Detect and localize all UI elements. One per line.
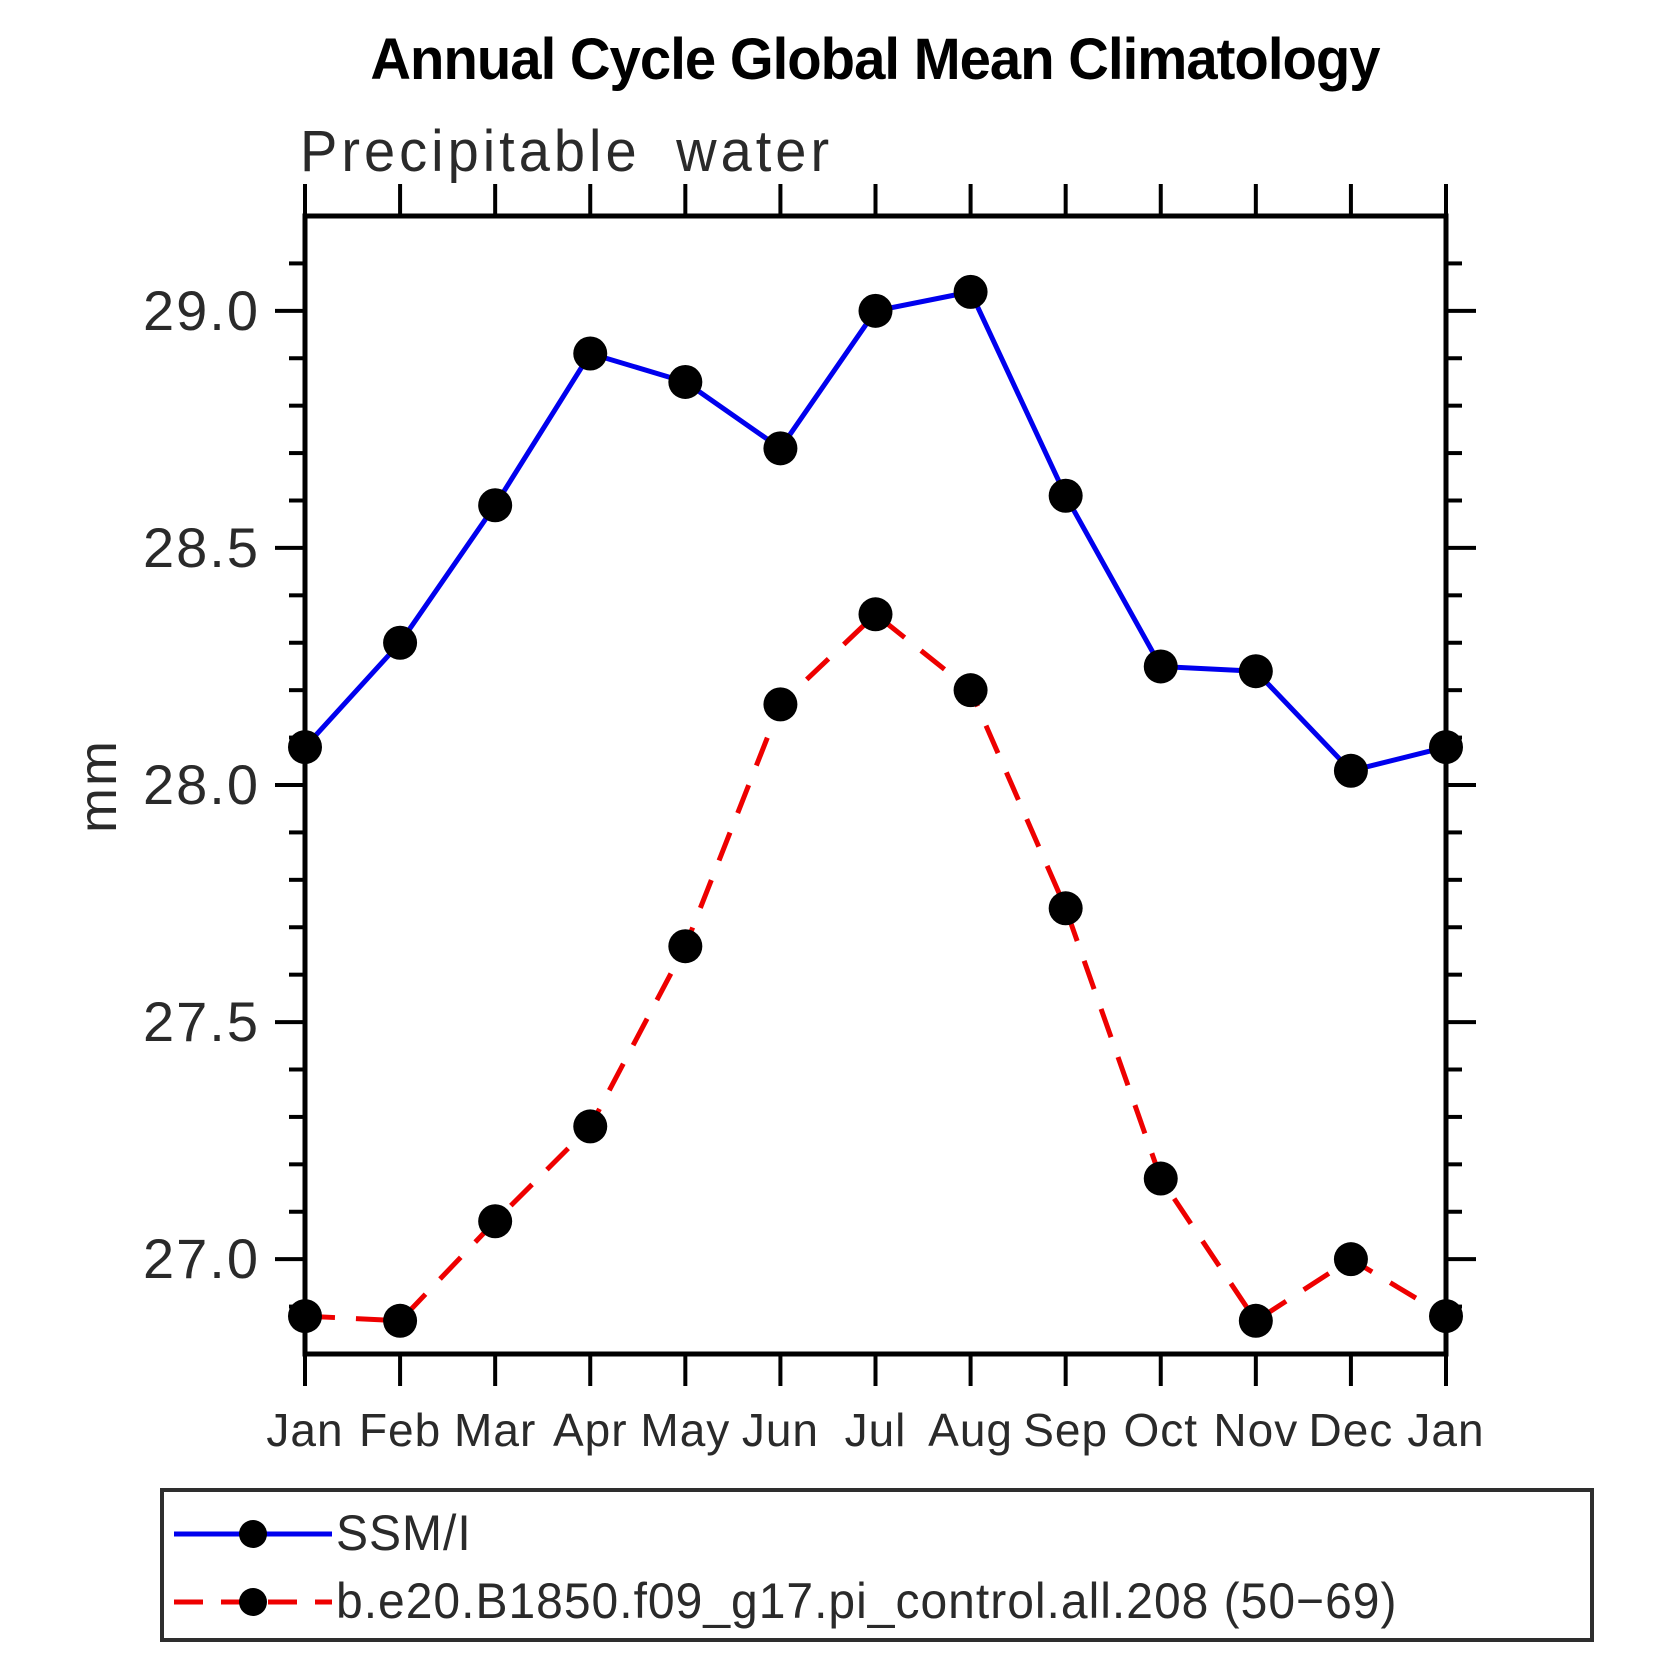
series-marker-model-nov	[1238, 1303, 1273, 1338]
series-marker-model-jan	[1429, 1299, 1463, 1334]
series-marker-model-apr	[573, 1109, 608, 1144]
legend-label-ssmi: SSM/I	[336, 1505, 472, 1562]
series-marker-ssmi-nov	[1238, 654, 1273, 689]
series-marker-ssmi-feb	[383, 625, 418, 660]
x-tick-label-jul-6: Jul	[845, 1404, 907, 1456]
series-marker-ssmi-dec	[1333, 753, 1368, 788]
legend-label-model: b.e20.B1850.f09_g17.pi_control.all.208 (…	[336, 1573, 1398, 1630]
series-marker-model-oct	[1143, 1161, 1178, 1196]
series-marker-ssmi-jan	[288, 730, 322, 765]
series-marker-ssmi-jul	[858, 293, 893, 328]
series-line-model	[304, 611, 1448, 1324]
series-line-ssmi	[303, 289, 1447, 774]
series-marker-ssmi-jan	[1429, 730, 1463, 765]
legend-item-ssmi: SSM/I	[170, 1504, 472, 1564]
y-tick-label: 27.5	[143, 990, 260, 1053]
series-marker-ssmi-aug	[953, 274, 988, 309]
y-tick-label: 28.5	[143, 516, 260, 579]
legend-item-model: b.e20.B1850.f09_g17.pi_control.all.208 (…	[170, 1572, 1397, 1632]
y-tick-label: 27.0	[143, 1227, 260, 1290]
series-marker-model-jan	[288, 1299, 322, 1334]
y-tick-label: 28.0	[143, 753, 260, 816]
legend-key-ssmi-line-icon	[174, 1520, 332, 1548]
series-marker-model-may	[668, 929, 703, 964]
x-tick-label-dec-11: Dec	[1309, 1404, 1394, 1456]
x-tick-label-nov-10: Nov	[1213, 1404, 1298, 1456]
x-tick-label-apr-3: Apr	[553, 1404, 628, 1456]
series-marker-model-dec	[1333, 1242, 1368, 1277]
series-marker-model-jul	[858, 597, 893, 632]
x-tick-label-mar-2: Mar	[454, 1404, 536, 1456]
chart-subtitle: Precipitable water	[300, 117, 834, 184]
series-marker-model-jun	[763, 687, 798, 722]
y-tick-label: 29.0	[143, 279, 260, 342]
series-marker-model-aug	[953, 673, 988, 708]
series-marker-model-mar	[478, 1204, 513, 1239]
series-marker-model-sep	[1048, 891, 1083, 926]
chart-title: Annual Cycle Global Mean Climatology	[370, 27, 1380, 92]
series-marker-ssmi-may	[668, 364, 703, 399]
x-tick-label-aug-7: Aug	[928, 1404, 1013, 1456]
series-marker-ssmi-apr	[573, 336, 608, 371]
x-tick-label-jan-12: Jan	[1407, 1404, 1484, 1456]
legend: SSM/I b.e20.B1850.f09_g17.pi_control.all…	[160, 1488, 1594, 1642]
x-tick-label-may-4: May	[640, 1404, 730, 1456]
series-marker-ssmi-oct	[1143, 649, 1178, 684]
series-marker-model-feb	[383, 1303, 418, 1338]
series-marker-ssmi-sep	[1048, 478, 1083, 513]
x-tick-label-jun-5: Jun	[742, 1404, 819, 1456]
legend-key-model-line-icon	[174, 1588, 332, 1616]
series-marker-ssmi-jun	[763, 431, 798, 466]
x-tick-label-sep-8: Sep	[1023, 1404, 1108, 1456]
series-marker-ssmi-mar	[478, 488, 513, 523]
x-tick-label-feb-1: Feb	[359, 1404, 441, 1456]
x-tick-label-jan-0: Jan	[266, 1404, 343, 1456]
plot-frame	[302, 213, 1449, 1357]
x-tick-label-oct-9: Oct	[1123, 1404, 1198, 1456]
